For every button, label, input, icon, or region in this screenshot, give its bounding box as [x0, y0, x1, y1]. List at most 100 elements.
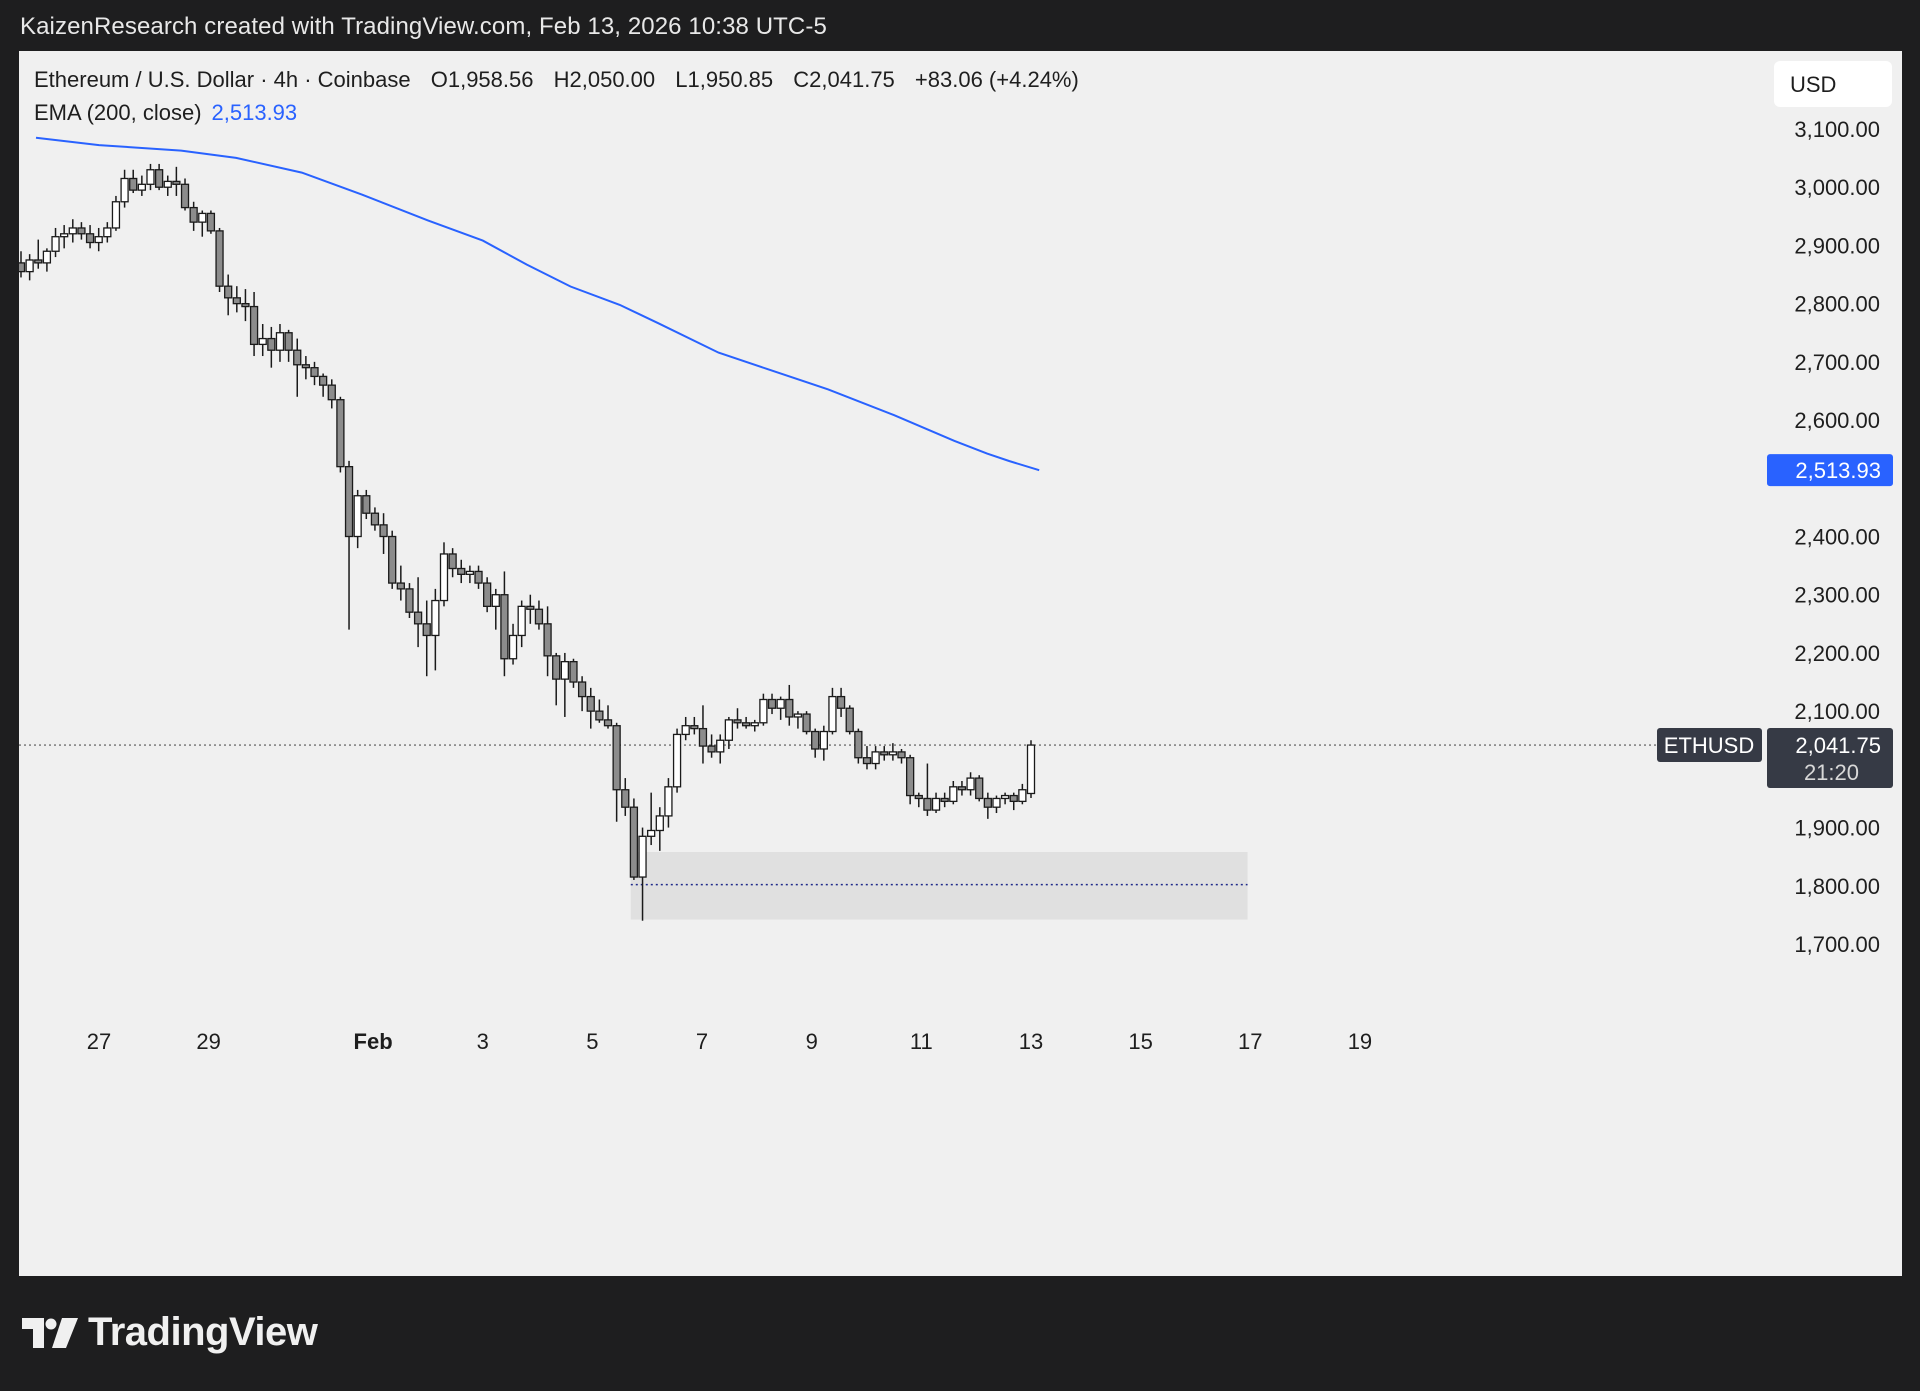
candle-body: [905, 757, 915, 797]
candle-body: [224, 285, 233, 299]
candle-body: [163, 180, 172, 188]
candle-body: [180, 183, 190, 209]
candle-body: [483, 582, 492, 608]
legend-symbol[interactable]: Ethereum / U.S. Dollar · 4h · Coinbase: [34, 67, 411, 92]
candle-body: [923, 797, 932, 811]
candle-body: [750, 722, 759, 727]
candle-body: [275, 332, 285, 351]
candle-body: [603, 719, 613, 727]
candle-body: [379, 524, 388, 538]
x-tick-label: Feb: [354, 1029, 393, 1054]
candle-body: [241, 302, 250, 308]
chart-panel[interactable]: 1,700.00 1,800.00 1,900.00 2,100.00 2,200.00…: [19, 51, 1902, 1276]
candle-body: [111, 201, 121, 229]
candle-body: [949, 786, 958, 803]
candle-body: [802, 713, 811, 733]
candle-body: [534, 608, 544, 625]
legend-low: L1,950.85: [675, 67, 774, 92]
candle-body: [888, 751, 898, 756]
candle-body: [638, 835, 647, 878]
candle-body: [491, 594, 500, 608]
candle-body: [336, 399, 345, 468]
candle-body: [957, 786, 967, 791]
candle-body: [25, 259, 34, 273]
candle-body: [85, 233, 95, 244]
candle-body: [664, 786, 673, 817]
candle-body: [552, 655, 561, 680]
candle-body: [249, 305, 259, 346]
symbol-tag-label: ETHUSD: [1664, 733, 1754, 758]
brand-name: TradingView: [88, 1310, 318, 1354]
candle-body: [146, 169, 155, 185]
x-tick-label: 9: [806, 1029, 818, 1054]
candle-body: [327, 384, 336, 401]
last-price-tag: [1767, 728, 1893, 789]
x-tick-label: 3: [477, 1029, 489, 1054]
candle-body: [595, 710, 604, 721]
chart-caption: KaizenResearch created with TradingView.…: [20, 13, 827, 40]
candle-body: [966, 777, 975, 791]
candle-body: [672, 733, 682, 788]
bar-countdown-label: 21:20: [1804, 760, 1859, 785]
candle-body: [526, 605, 535, 610]
candle-body: [897, 751, 906, 759]
candle-body: [543, 623, 552, 657]
candle-body: [1026, 744, 1036, 795]
currency-button[interactable]: USD: [1774, 61, 1892, 107]
candle-body: [405, 588, 414, 613]
candle-body: [129, 177, 138, 191]
y-tick-label: 1,800.00: [1794, 874, 1880, 899]
candle-body: [465, 570, 475, 575]
y-tick-label: 3,100.00: [1794, 117, 1880, 142]
candle-body: [785, 698, 794, 718]
candle-body: [137, 183, 147, 191]
candle-body: [422, 623, 431, 637]
candle-body: [1009, 794, 1018, 803]
candle-body: [854, 730, 863, 759]
candle-body: [388, 535, 397, 584]
candle-body: [172, 180, 181, 185]
ema-price-tag-label: 2,513.93: [1795, 458, 1881, 483]
candle-body: [103, 227, 112, 238]
candle-body: [577, 681, 587, 698]
candle-body: [629, 806, 639, 878]
demand-zone: [630, 852, 1248, 920]
candle-body: [60, 233, 69, 238]
candle-body: [655, 815, 664, 832]
legend-close: C2,041.75: [793, 67, 895, 92]
candle-body: [681, 725, 690, 736]
legend-indicator: EMA (200, close) 2,513.93: [34, 100, 297, 126]
candle-body: [77, 227, 86, 235]
candle-body: [474, 570, 483, 584]
candle-body: [698, 727, 708, 747]
y-tick-label: 3,000.00: [1794, 175, 1880, 200]
tradingview-logo-icon: [22, 1317, 78, 1348]
candle-body: [206, 212, 216, 232]
candle-body: [836, 695, 846, 709]
candle-body: [215, 230, 224, 287]
legend-ohlc: Ethereum / U.S. Dollar · 4h · Coinbase O…: [34, 67, 1093, 93]
candle-body: [310, 367, 319, 378]
candle-body: [560, 661, 569, 680]
candle-body: [258, 337, 267, 346]
candle-body: [362, 495, 371, 514]
price-chart[interactable]: 1,700.00 1,800.00 1,900.00 2,100.00 2,200.00…: [19, 51, 1902, 1276]
candle-body: [707, 745, 716, 753]
candle-body: [293, 349, 302, 366]
candle-body: [862, 757, 872, 765]
candle-body: [448, 553, 457, 570]
candle-body: [457, 567, 466, 575]
ema-200-line: [35, 136, 1040, 472]
candle-body: [569, 661, 578, 683]
indicator-name[interactable]: EMA (200, close): [34, 100, 202, 125]
candle-body: [19, 262, 26, 273]
candle-body: [1000, 794, 1010, 800]
y-tick-label: 2,700.00: [1794, 350, 1880, 375]
candle-body: [811, 730, 820, 750]
y-tick-label: 2,300.00: [1794, 583, 1880, 608]
candle-body: [716, 739, 725, 753]
y-tick-label: 2,200.00: [1794, 641, 1880, 666]
candle-body: [413, 611, 423, 625]
candle-body: [586, 695, 595, 712]
candle-body: [34, 259, 43, 264]
